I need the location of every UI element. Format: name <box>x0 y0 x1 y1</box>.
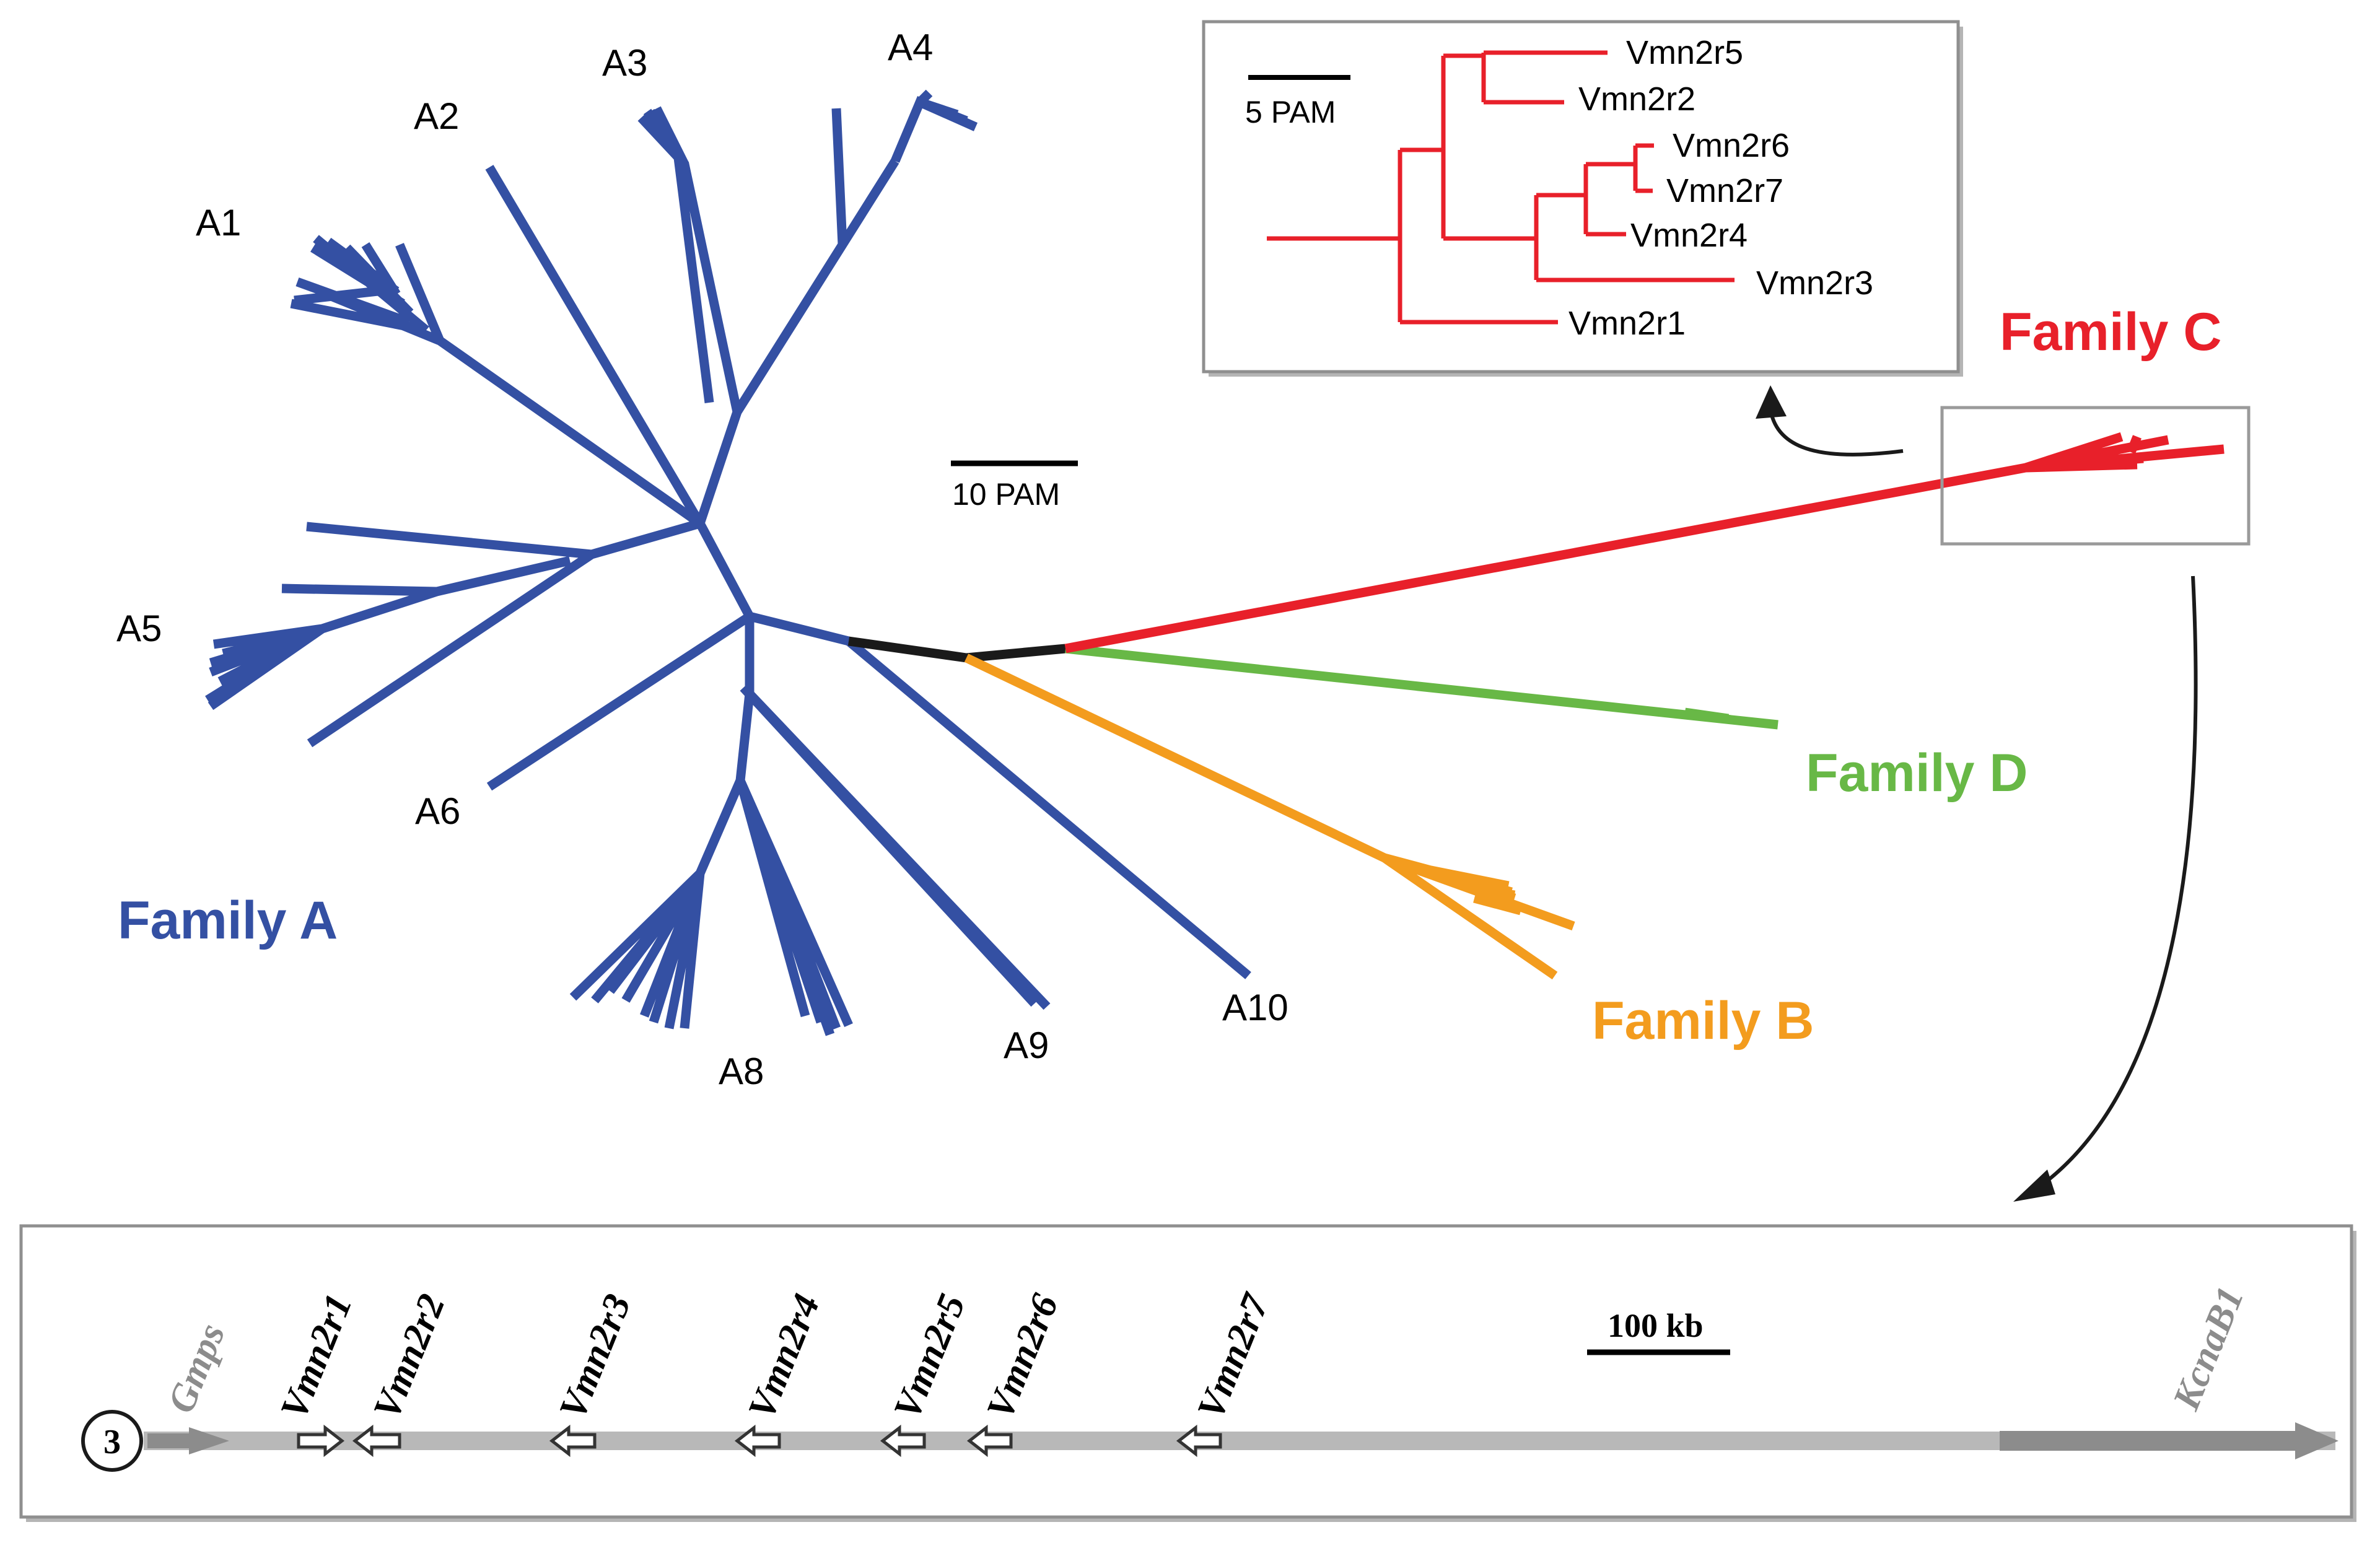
family-d-label: Family D <box>1806 743 2028 803</box>
family-c-highlight-box <box>1940 406 2251 546</box>
branch-a1 <box>290 235 703 528</box>
locus-chromosome-bar <box>144 1432 2335 1450</box>
clade-label-a4: A4 <box>888 27 933 68</box>
locus-scale-label: 100 kb <box>1608 1307 1704 1344</box>
inset-leaf-vmn2r1: Vmn2r1 <box>1568 305 1686 342</box>
family-a-label: Family A <box>118 891 338 950</box>
inset-leaf-vmn2r6: Vmn2r6 <box>1673 127 1790 164</box>
inset-leaf-vmn2r2: Vmn2r2 <box>1578 81 1695 118</box>
inset-connector-arrow <box>1756 385 1904 457</box>
vmn2r-gene-arrows <box>297 1424 1222 1458</box>
chromosome-number: 3 <box>103 1423 121 1461</box>
inset-leaf-vmn2r5: Vmn2r5 <box>1626 34 1743 71</box>
clade-label-a1: A1 <box>196 202 241 243</box>
family-c-branches <box>1064 432 2225 654</box>
clade-label-a9: A9 <box>1004 1025 1049 1066</box>
gene-arrow-vmn2r1-icon <box>297 1424 345 1458</box>
family-c-label: Family C <box>2000 302 2221 362</box>
branch-a5 <box>205 518 702 748</box>
clade-label-a6: A6 <box>415 790 460 832</box>
family-a-branches <box>205 89 1251 1036</box>
family-b-label: Family B <box>1592 991 1814 1051</box>
gene-arrow-vmn2r4-icon <box>734 1424 781 1458</box>
gene-arrow-vmn2r6-icon <box>966 1424 1013 1458</box>
chromosome-circle-icon <box>81 1410 143 1472</box>
kcnab1-arrow-icon <box>2000 1422 2338 1459</box>
inset-scale-label: 5 PAM <box>1245 95 1336 129</box>
locus-panel: 3 Gmps KcnaB1 Vmn2r1 Vmn2r2 Vmn2r3 Vmn2r… <box>19 1224 2356 1522</box>
tree-clade-labels: A1 A2 A3 A4 A5 A6 A8 A9 A10 <box>116 27 1288 1092</box>
inset-leaf-vmn2r3: Vmn2r3 <box>1756 265 1873 302</box>
root-branch <box>847 636 1066 663</box>
branch-a8-a9 <box>569 616 1051 1036</box>
locus-box <box>19 1224 2353 1519</box>
clade-label-a2: A2 <box>414 95 459 137</box>
clade-label-a8: A8 <box>719 1051 764 1092</box>
locus-connector-arrow <box>2013 575 2198 1202</box>
inset-scale-bar: 5 PAM <box>1245 75 1350 129</box>
family-b-branches <box>964 654 1575 980</box>
gene-arrow-vmn2r3-icon <box>549 1424 597 1458</box>
gene-arrow-vmn2r2-icon <box>352 1424 401 1458</box>
inset-leaf-labels: Vmn2r5 Vmn2r2 Vmn2r6 Vmn2r7 Vmn2r4 Vmn2r… <box>1568 34 1873 342</box>
clade-label-a3: A3 <box>602 42 647 84</box>
branch-a2 <box>485 165 704 526</box>
family-labels: Family A Family B Family C Family D <box>118 302 2221 1051</box>
arrowhead-icon <box>2013 1170 2055 1202</box>
arrowhead-icon <box>1756 385 1787 419</box>
branch-a10 <box>846 637 1251 979</box>
inset-leaf-vmn2r7: Vmn2r7 <box>1666 172 1783 209</box>
chromosome-marker: 3 <box>81 1410 143 1472</box>
inset-leaf-vmn2r4: Vmn2r4 <box>1630 217 1748 254</box>
gene-arrow-vmn2r7-icon <box>1176 1424 1222 1458</box>
family-c-inset: Vmn2r5 Vmn2r2 Vmn2r6 Vmn2r7 Vmn2r4 Vmn2r… <box>1202 20 1963 377</box>
clade-label-a5: A5 <box>116 608 162 649</box>
tree-scale-bar: 10 PAM <box>951 460 1078 512</box>
inset-tree <box>1267 50 1735 325</box>
gene-arrow-vmn2r5-icon <box>880 1424 926 1458</box>
tree-scale-label: 10 PAM <box>952 477 1060 512</box>
backbone-branch <box>696 521 850 646</box>
branch-a6 <box>486 612 753 791</box>
branch-a3-a4 <box>637 89 978 525</box>
gmps-arrow-icon <box>147 1427 229 1454</box>
locus-scale-bar: 100 kb <box>1587 1307 1730 1355</box>
family-d-branches <box>1065 644 1778 730</box>
clade-label-a10: A10 <box>1222 987 1288 1028</box>
